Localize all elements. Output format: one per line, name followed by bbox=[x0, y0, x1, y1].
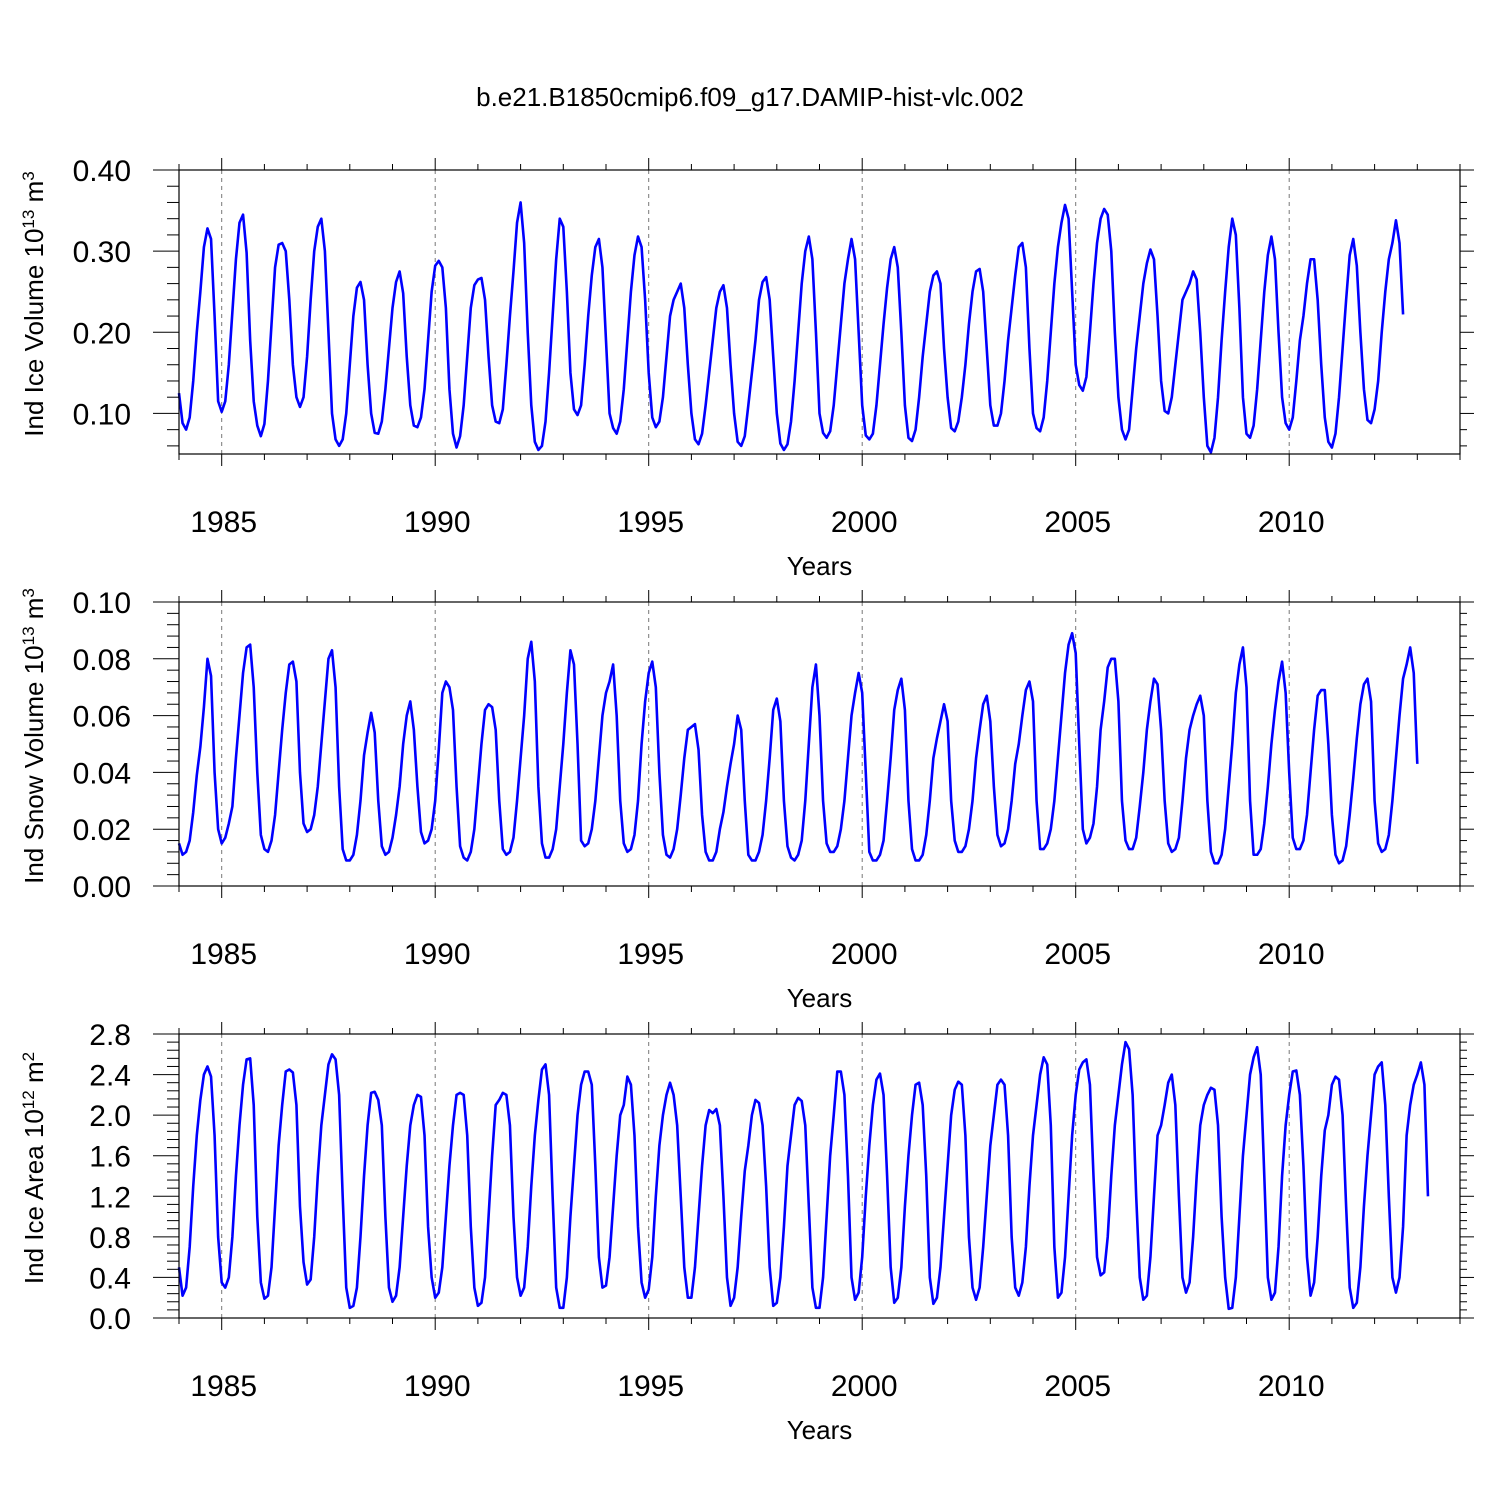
x-axis-label: Years bbox=[787, 983, 853, 1013]
y-axis-label-main: Ind Snow Volume 10 bbox=[19, 645, 49, 884]
x-tick-label: 2010 bbox=[1258, 1370, 1325, 1403]
figure-title: b.e21.B1850cmip6.f09_g17.DAMIP-hist-vlc.… bbox=[476, 82, 1024, 112]
y-axis-label-unit: m bbox=[19, 598, 49, 627]
x-tick-label: 1985 bbox=[190, 506, 257, 539]
y-tick-label: 2.4 bbox=[89, 1060, 131, 1093]
x-tick-labels: 1985 1990 1995 2000 2005 2010 bbox=[190, 506, 1324, 539]
x-tick-label: 1995 bbox=[617, 1370, 684, 1403]
x-tick-label: 1990 bbox=[404, 1370, 471, 1403]
y-axis-label: Ind Ice Volume 1013 m3 bbox=[19, 171, 50, 436]
y-tick-label: 0.30 bbox=[73, 236, 131, 269]
x-axis-label: Years bbox=[787, 1415, 853, 1445]
y-tick-label: 0.10 bbox=[73, 398, 131, 431]
x-tick-labels: 1985 1990 1995 2000 2005 2010 bbox=[190, 938, 1324, 971]
x-tick-label: 2010 bbox=[1258, 938, 1325, 971]
x-tick-label: 2000 bbox=[831, 1370, 898, 1403]
y-tick-label: 0.02 bbox=[73, 814, 131, 847]
ticks bbox=[153, 1022, 1474, 1330]
y-axis-label-exp: 13 bbox=[19, 210, 38, 229]
ticks bbox=[153, 158, 1474, 466]
ice-volume-line bbox=[177, 201, 1405, 454]
x-tick-label: 2000 bbox=[831, 938, 898, 971]
x-tick-labels: 1985 1990 1995 2000 2005 2010 bbox=[190, 1370, 1324, 1403]
x-tick-label: 1995 bbox=[617, 938, 684, 971]
y-axis-label-exp: 13 bbox=[19, 626, 38, 645]
y-tick-label: 0.10 bbox=[73, 587, 131, 620]
y-axis-label: Ind Ice Area 1012 m2 bbox=[19, 1052, 50, 1284]
y-tick-label: 1.2 bbox=[89, 1181, 131, 1214]
x-tick-label: 2005 bbox=[1044, 1370, 1111, 1403]
y-axis-label-unit-exp: 3 bbox=[19, 171, 38, 180]
x-tick-label: 2005 bbox=[1044, 506, 1111, 539]
y-tick-label: 2.0 bbox=[89, 1100, 131, 1133]
ice-area-line bbox=[177, 1040, 1430, 1311]
x-tick-label: 1985 bbox=[190, 1370, 257, 1403]
y-tick-label: 0.06 bbox=[73, 701, 131, 734]
y-tick-labels: 0.00 0.02 0.04 0.06 0.08 0.10 bbox=[73, 587, 131, 904]
y-axis-label-main: Ind Ice Area 10 bbox=[19, 1109, 49, 1284]
x-axis-label: Years bbox=[787, 551, 853, 581]
x-tick-label: 2005 bbox=[1044, 938, 1111, 971]
y-tick-label: 0.00 bbox=[73, 871, 131, 904]
x-tick-label: 1985 bbox=[190, 938, 257, 971]
x-tick-label: 1990 bbox=[404, 506, 471, 539]
y-axis-label-unit: m bbox=[19, 1061, 49, 1090]
y-tick-label: 1.6 bbox=[89, 1141, 131, 1174]
y-axis-label-main: Ind Ice Volume 10 bbox=[19, 229, 49, 437]
x-tick-label: 2010 bbox=[1258, 506, 1325, 539]
y-tick-label: 0.08 bbox=[73, 644, 131, 677]
y-tick-label: 2.8 bbox=[89, 1019, 131, 1052]
x-tick-label: 1995 bbox=[617, 506, 684, 539]
y-tick-label: 0.0 bbox=[89, 1303, 131, 1336]
y-axis-label: Ind Snow Volume 1013 m3 bbox=[19, 588, 50, 884]
x-tick-label: 1990 bbox=[404, 938, 471, 971]
panel-ice-area: 0.0 0.4 0.8 1.2 1.6 2.0 2.4 2.8 1985 1990 1995 200… bbox=[19, 1019, 1474, 1445]
y-axis-label-unit-exp: 3 bbox=[19, 588, 38, 597]
panel-ice-volume: 0.10 0.20 0.30 0.40 1985 1990 1995 2000 2005 201… bbox=[19, 155, 1474, 581]
y-tick-label: 0.4 bbox=[89, 1262, 131, 1295]
y-axis-label-unit-exp: 2 bbox=[19, 1052, 38, 1061]
y-tick-labels: 0.10 0.20 0.30 0.40 bbox=[73, 155, 131, 431]
y-tick-label: 0.40 bbox=[73, 155, 131, 188]
x-tick-label: 2000 bbox=[831, 506, 898, 539]
panel-snow-volume: 0.00 0.02 0.04 0.06 0.08 0.10 1985 1990 1995 200… bbox=[19, 587, 1474, 1013]
y-tick-label: 0.8 bbox=[89, 1222, 131, 1255]
y-axis-label-exp: 12 bbox=[19, 1090, 38, 1109]
y-tick-label: 0.04 bbox=[73, 757, 131, 790]
ticks bbox=[153, 590, 1474, 898]
y-tick-labels: 0.0 0.4 0.8 1.2 1.6 2.0 2.4 2.8 bbox=[89, 1019, 131, 1336]
y-axis-label-unit: m bbox=[19, 181, 49, 210]
reference-lines bbox=[221, 1034, 1290, 1318]
y-tick-label: 0.20 bbox=[73, 317, 131, 350]
snow-volume-line bbox=[177, 631, 1419, 865]
